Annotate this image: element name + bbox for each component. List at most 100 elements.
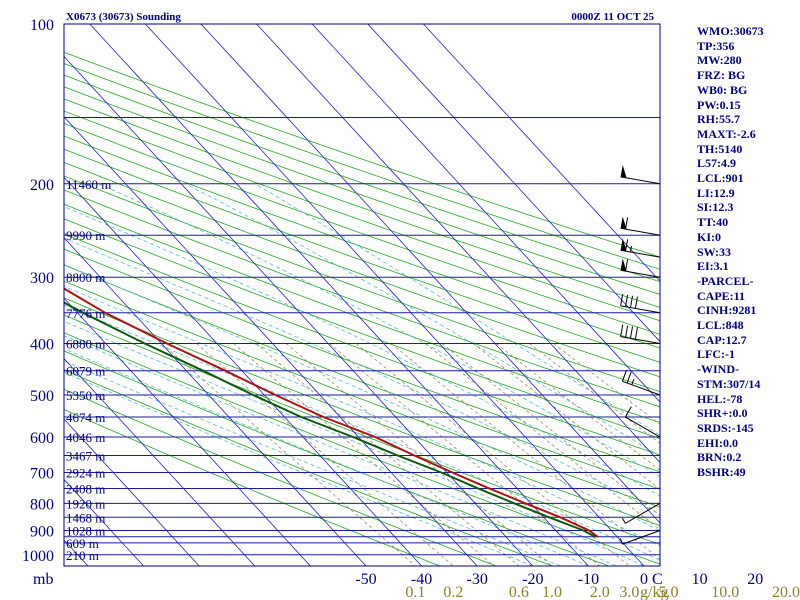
dry-adiabat (64, 369, 553, 566)
height-label: 1468 m (66, 510, 105, 525)
temp-tick-label: -50 (355, 571, 376, 588)
barb-half-flag (621, 517, 626, 524)
barb-flag (621, 369, 627, 382)
pressure-tick-label: 800 (30, 496, 54, 513)
index-line: TP:356 (697, 38, 735, 53)
dry-adiabat (64, 86, 660, 295)
mixing-ratio-line (391, 343, 660, 560)
dry-adiabat (64, 280, 660, 508)
wind-barb (620, 324, 661, 345)
dry-adiabat (64, 218, 660, 439)
pressure-tick-label: 100 (30, 17, 54, 34)
isotherm (64, 297, 311, 566)
temp-end-label: C (652, 571, 663, 588)
height-label: 609 m (66, 536, 99, 551)
barb-half-flag (631, 378, 635, 385)
isotherm (0, 24, 32, 566)
wind-barb (620, 216, 661, 236)
dry-adiabat (64, 135, 660, 349)
moist-adiabat (185, 183, 660, 457)
height-label: 11460 m (66, 177, 111, 192)
pressure-tick-label: 200 (30, 177, 54, 194)
pressure-tick-label: 300 (30, 270, 54, 287)
barb-half-flag (619, 538, 623, 545)
temp-tick-label: -20 (522, 571, 543, 588)
moist-adiabat (64, 304, 660, 561)
height-label: 210 m (66, 548, 99, 563)
height-label: 1920 m (66, 496, 105, 511)
index-line: FRZ: BG (697, 68, 746, 83)
pressure-tick-label: 400 (30, 337, 54, 354)
dry-adiabat (64, 98, 660, 308)
barb-flag (620, 293, 624, 306)
height-label: 3467 m (66, 448, 105, 463)
temp-tick-label: -10 (578, 571, 599, 588)
isotherm (423, 24, 660, 282)
mixing-ratio-label: 5.0 (659, 584, 679, 600)
wind-barb (621, 369, 661, 396)
barb-shaft (620, 269, 661, 278)
wind-barb (621, 502, 661, 524)
wind-barb (620, 293, 661, 314)
barb-flag (624, 406, 632, 418)
index-line: -PARCEL- (697, 273, 754, 288)
barb-shaft (620, 249, 661, 258)
barb-shaft (620, 227, 661, 236)
height-label: 7776 m (66, 306, 105, 321)
barb-pennant (620, 238, 627, 252)
isotherm (256, 24, 660, 464)
index-line: CAP:12.7 (697, 332, 747, 347)
height-label: 9990 m (66, 228, 105, 243)
index-line: BRN:0.2 (697, 450, 742, 465)
dry-adiabat (64, 314, 660, 545)
moist-adiabat (64, 237, 660, 515)
wind-barb (624, 406, 661, 438)
dry-adiabat (64, 63, 660, 270)
temp-tick-label: -30 (467, 571, 488, 588)
moist-adiabat (64, 263, 660, 532)
moist-adiabat (64, 335, 617, 566)
moist-adiabat (64, 320, 645, 566)
index-line: KI:0 (697, 229, 721, 244)
isotherm (64, 176, 422, 566)
dry-adiabat (64, 74, 660, 283)
pressure-tick-label: 500 (30, 388, 54, 405)
isotherm (64, 116, 478, 566)
station-title: X0673 (30673) Sounding (66, 11, 181, 23)
moist-adiabat (64, 206, 660, 497)
mixing-ratio-line (161, 343, 416, 566)
barb-flag (625, 294, 629, 307)
mixing-ratio-line (285, 343, 553, 566)
mixing-ratio-label: 10.0 (711, 584, 739, 600)
index-line: CAPE:11 (697, 288, 745, 303)
mixing-ratio-label: 0.2 (443, 584, 463, 600)
barb-flag (629, 295, 634, 308)
index-line: LCL:901 (697, 171, 744, 186)
chart-grid (0, 24, 660, 566)
height-label: 2408 m (66, 481, 105, 496)
temp-tick-label: 10 (692, 571, 708, 588)
temperature-line (64, 287, 599, 538)
isotherm (64, 358, 256, 566)
dry-adiabat (64, 388, 497, 566)
temp-tick-label: -40 (411, 571, 432, 588)
barb-flag (620, 324, 624, 337)
mixing-ratio-line (473, 343, 660, 490)
index-line: EHI:0.0 (697, 435, 739, 450)
index-line: PW:0.15 (697, 97, 741, 112)
moist-adiabat (64, 371, 533, 566)
index-line: BSHR:49 (697, 465, 746, 480)
dry-adiabat (64, 189, 660, 408)
barb-flag (626, 371, 632, 384)
mixing-ratio-line (425, 343, 660, 531)
height-label: 6079 m (66, 364, 105, 379)
index-line: HEL:-78 (697, 391, 743, 406)
barb-pennant (620, 165, 627, 178)
index-line: SW:33 (697, 244, 732, 259)
barb-flag (625, 325, 629, 338)
index-line: -WIND- (697, 362, 739, 377)
height-label: 4046 m (66, 430, 105, 445)
index-line: MAXT:-2.6 (697, 126, 756, 141)
barb-flag (634, 327, 638, 340)
